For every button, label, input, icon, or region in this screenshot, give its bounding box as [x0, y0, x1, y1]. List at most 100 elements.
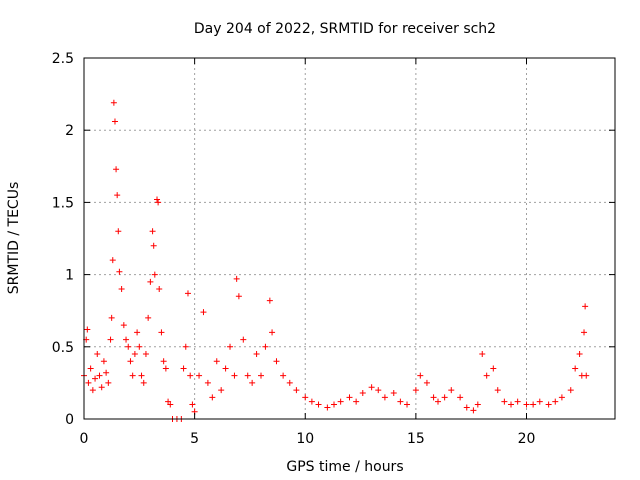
data-point: [108, 314, 115, 321]
data-point: [530, 401, 537, 408]
data-point: [359, 390, 366, 397]
y-tick-label: 0: [65, 412, 74, 428]
data-point: [490, 365, 497, 372]
x-tick-label: 10: [296, 431, 314, 447]
data-point: [353, 398, 360, 405]
plot-frame: [83, 57, 616, 420]
data-point: [187, 372, 194, 379]
data-point: [147, 278, 154, 285]
data-point: [109, 257, 116, 264]
data-point: [103, 369, 110, 376]
data-point: [368, 384, 375, 391]
data-point: [92, 375, 99, 382]
data-point: [262, 343, 269, 350]
data-point: [113, 166, 120, 173]
data-point: [249, 379, 256, 386]
y-axis-label: SRMTID / TECUs: [6, 182, 22, 295]
data-point: [213, 358, 220, 365]
x-tick-label: 15: [407, 431, 425, 447]
data-point: [315, 401, 322, 408]
data-point: [346, 394, 353, 401]
data-point: [98, 384, 105, 391]
data-point: [155, 199, 162, 206]
data-point: [258, 372, 264, 379]
data-point: [280, 372, 287, 379]
data-point: [89, 387, 96, 394]
data-point: [160, 358, 167, 365]
data-point: [94, 351, 101, 358]
grid: [84, 58, 615, 419]
data-point: [96, 372, 103, 379]
data-point: [150, 242, 157, 249]
data-point: [110, 99, 117, 106]
data-point: [125, 343, 132, 350]
data-point: [196, 372, 203, 379]
data-point: [151, 271, 158, 278]
data-point: [302, 394, 309, 401]
data-point: [87, 365, 94, 372]
data-point: [107, 336, 114, 343]
data-point: [231, 372, 238, 379]
data-point: [390, 390, 397, 397]
data-point: [523, 401, 530, 408]
data-point: [404, 401, 411, 408]
data-point: [184, 290, 191, 297]
data-point: [222, 365, 229, 372]
data-point: [470, 407, 477, 414]
data-point: [149, 228, 156, 235]
chart-title: Day 204 of 2022, SRMTID for receiver sch…: [194, 21, 496, 37]
data-point: [129, 372, 136, 379]
data-point: [244, 372, 251, 379]
data-point: [576, 351, 583, 358]
data-point: [156, 286, 163, 293]
x-axis-label: GPS time / hours: [286, 459, 403, 475]
data-point: [218, 387, 225, 394]
data-point: [233, 275, 240, 282]
data-point: [273, 358, 280, 365]
data-point: [514, 398, 521, 405]
data-point: [253, 351, 260, 358]
data-point: [508, 401, 515, 408]
data-point: [448, 387, 455, 394]
data-point: [85, 379, 92, 386]
data-point: [441, 394, 448, 401]
data-point: [227, 343, 234, 350]
data-point: [111, 118, 118, 125]
data-point: [154, 196, 161, 203]
data-point: [116, 268, 123, 275]
data-point: [474, 401, 481, 408]
data-point: [423, 379, 430, 386]
data-point: [182, 343, 189, 350]
y-tick-label: 2.5: [52, 51, 74, 67]
data-point: [331, 401, 338, 408]
x-tick-label: 20: [518, 431, 536, 447]
data-point: [140, 379, 147, 386]
data-point: [375, 387, 382, 394]
data-point: [240, 336, 247, 343]
data-point: [381, 394, 388, 401]
data-point: [582, 303, 589, 310]
data-point: [581, 329, 588, 336]
data-point: [286, 379, 293, 386]
y-tick-label: 1.5: [52, 195, 74, 211]
data-point: [337, 398, 344, 405]
data-point: [158, 329, 165, 336]
data-point: [84, 326, 91, 333]
data-point: [463, 404, 470, 411]
data-point: [266, 297, 273, 304]
data-point: [583, 372, 590, 379]
data-point: [114, 192, 121, 199]
data-point: [189, 401, 196, 408]
data-point: [483, 372, 490, 379]
data-point: [145, 314, 152, 321]
data-point: [162, 365, 169, 372]
data-point: [167, 401, 174, 408]
ticks: 0 0.5 1 1.5 2 2.5 0 5 10 15 20: [52, 51, 615, 447]
data-point: [545, 401, 552, 408]
data-point: [118, 286, 125, 293]
data-point: [536, 398, 543, 405]
data-point: [552, 398, 559, 405]
data-point: [558, 394, 565, 401]
data-point: [397, 398, 404, 405]
data-point: [142, 351, 149, 358]
